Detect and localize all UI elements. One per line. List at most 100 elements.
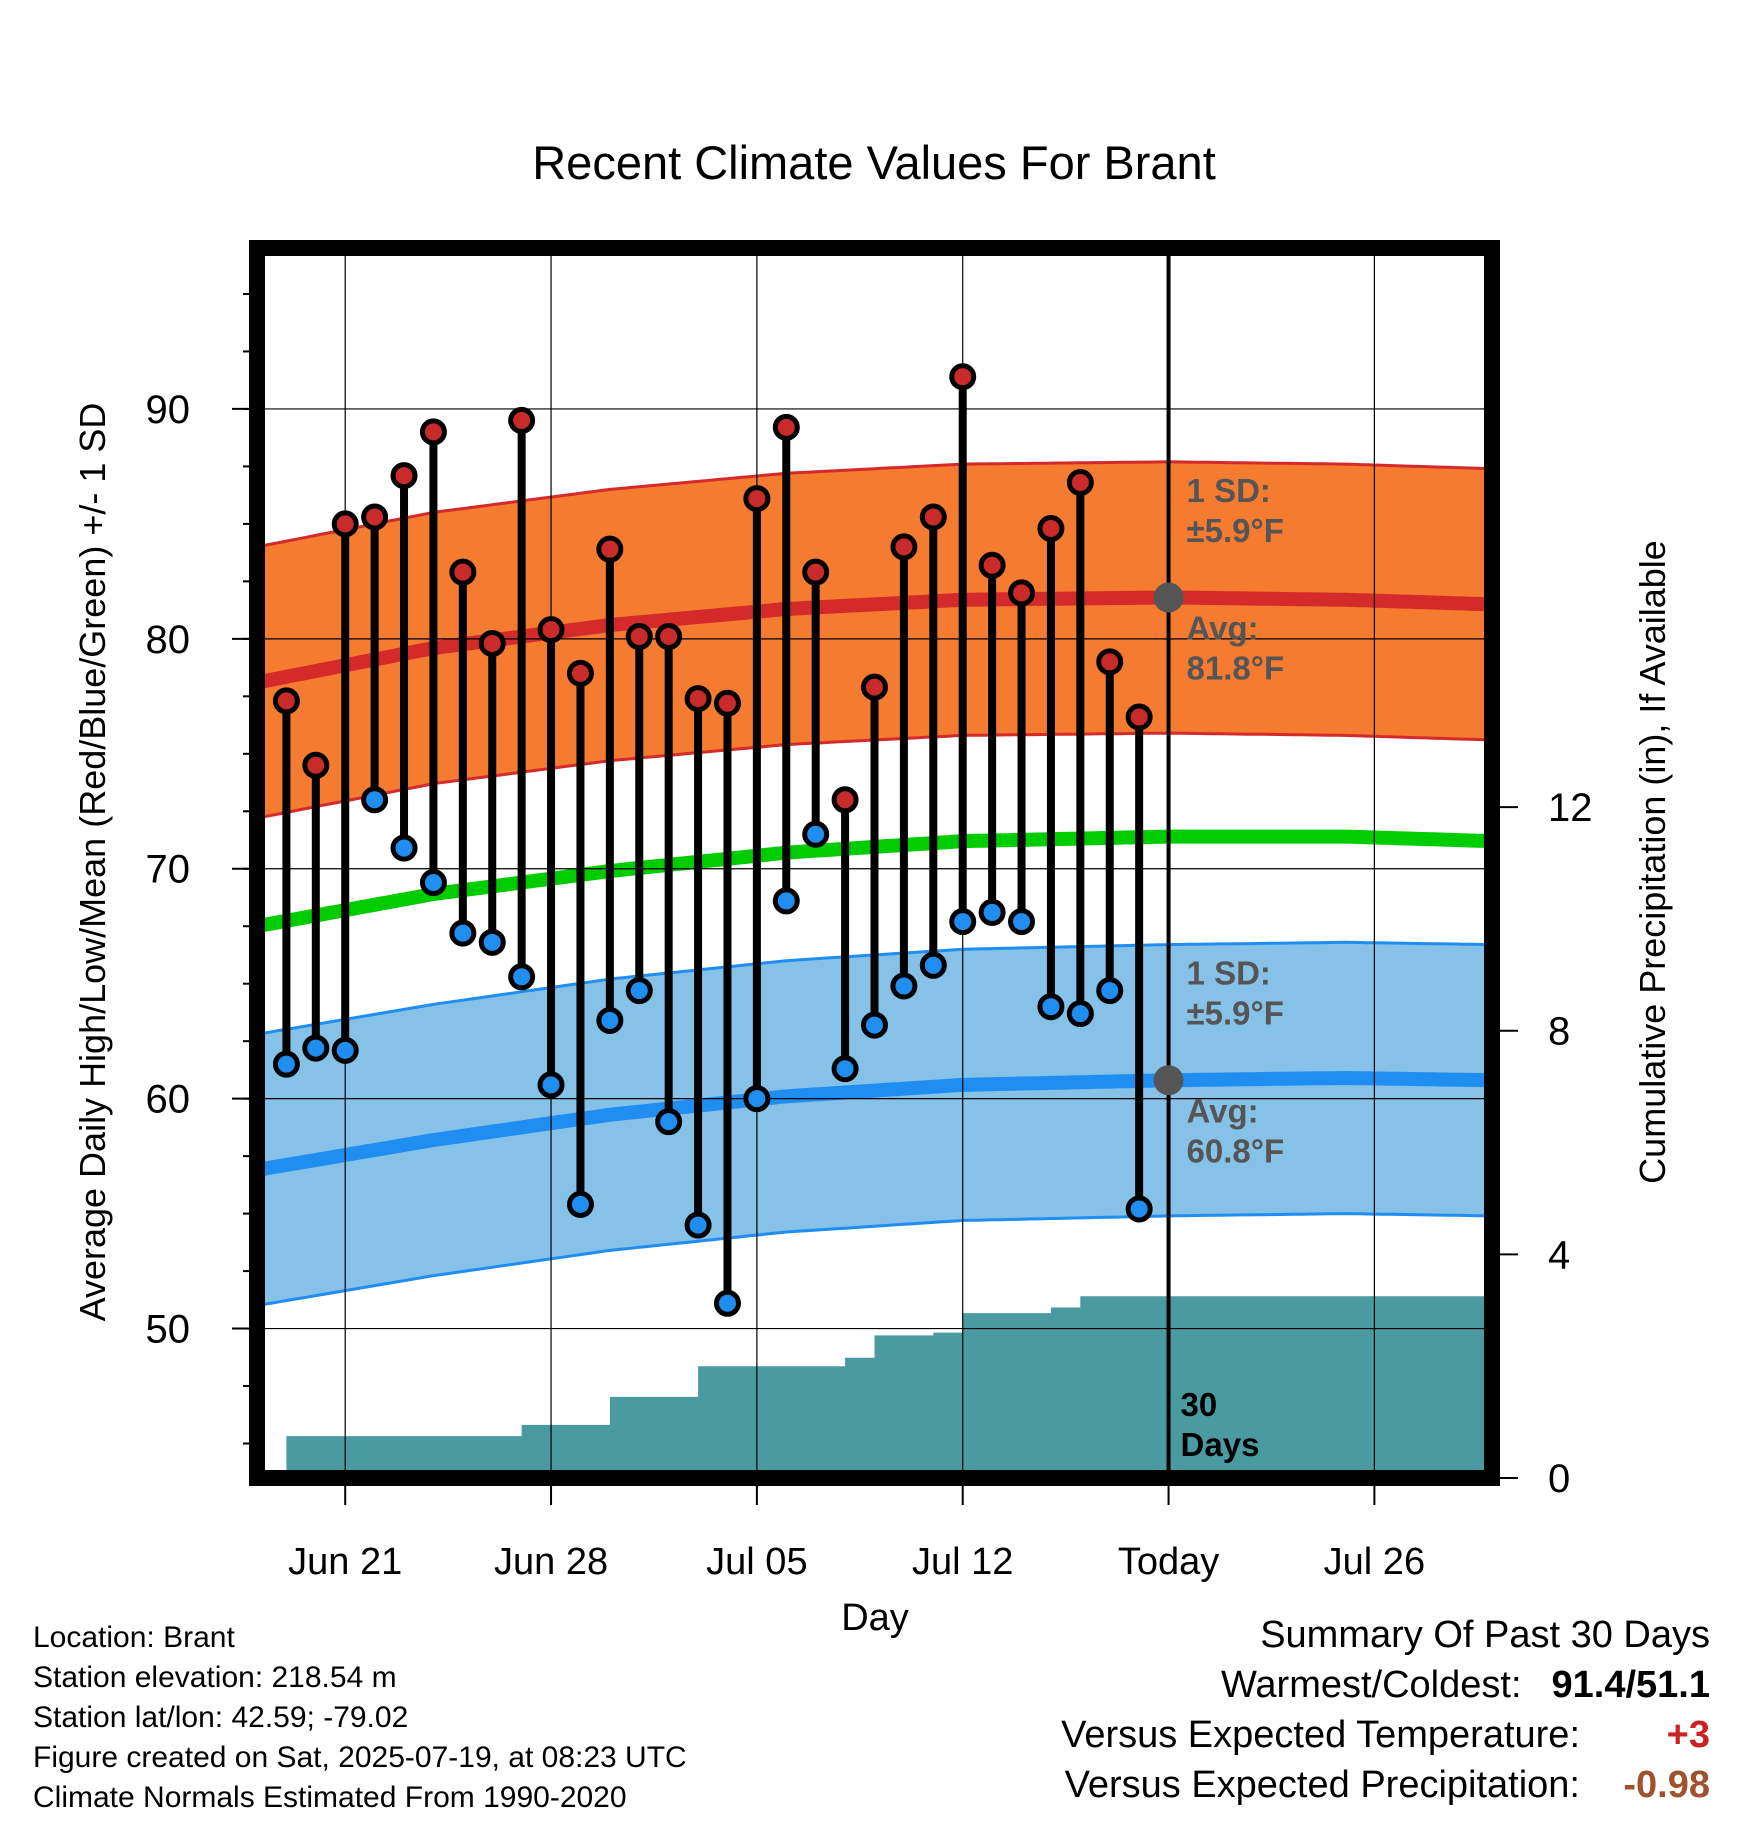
x-axis-title: Day <box>841 1597 909 1639</box>
y-tick-label: 60 <box>146 1078 191 1122</box>
daily-high-point <box>919 503 947 531</box>
summary-heading-text: Summary Of Past 30 Days <box>1260 1614 1710 1656</box>
daily-low-point <box>684 1211 712 1239</box>
daily-high-point <box>596 535 624 563</box>
low-sd-label: 1 SD: <box>1187 955 1271 992</box>
x-tick-label: Jul 12 <box>912 1541 1013 1583</box>
daily-high-point <box>449 558 477 586</box>
daily-high-point <box>831 786 859 814</box>
daily-low-point <box>831 1055 859 1083</box>
today-high-avg-marker <box>1153 582 1184 613</box>
daily-low-point <box>743 1085 771 1113</box>
daily-high-point <box>361 503 389 531</box>
daily-high-point <box>802 558 830 586</box>
y2-tick-label: 0 <box>1548 1457 1570 1501</box>
daily-low-point <box>949 908 977 936</box>
daily-low-point <box>361 786 389 814</box>
high-sd-band <box>257 461 1492 819</box>
warm-cold-label: Warmest/Coldest: <box>1220 1664 1522 1706</box>
days-label-number: 30 <box>1181 1386 1218 1423</box>
temp-value: +3 <box>1666 1714 1710 1756</box>
precip-value: -0.98 <box>1623 1764 1710 1806</box>
daily-high-point <box>566 659 594 687</box>
today-low-avg-marker <box>1153 1065 1184 1096</box>
low-avg-value: 60.8°F <box>1187 1132 1285 1169</box>
daily-low-point <box>890 972 918 1000</box>
precipitation-area <box>257 1293 1492 1478</box>
daily-low-point <box>655 1108 683 1136</box>
daily-low-point <box>272 1050 300 1078</box>
days-label-word: Days <box>1181 1426 1260 1463</box>
location-text: Location: Brant <box>33 1621 235 1654</box>
y2-tick-label: 12 <box>1548 786 1593 830</box>
x-tick-label: Today <box>1118 1541 1219 1583</box>
daily-low-point <box>478 928 506 956</box>
x-tick-label: Jun 28 <box>494 1541 608 1583</box>
plot-frame <box>249 240 1500 1486</box>
daily-high-point <box>390 462 418 490</box>
daily-high-point <box>684 685 712 713</box>
high-avg-value: 81.8°F <box>1187 649 1285 686</box>
daily-low-point <box>419 869 447 897</box>
daily-low-point <box>1125 1195 1153 1223</box>
y-tick-label: 50 <box>146 1308 191 1352</box>
daily-high-point <box>1096 648 1124 676</box>
y-tick-label: 70 <box>146 848 191 892</box>
daily-high-point <box>478 629 506 657</box>
y2-tick-label: 4 <box>1548 1233 1570 1277</box>
high-sd-label: 1 SD: <box>1187 472 1271 509</box>
elevation-text: Station elevation: 218.54 m <box>33 1661 397 1694</box>
y-tick-label: 90 <box>146 388 191 432</box>
high-avg-label: Avg: <box>1187 609 1259 646</box>
daily-low-point <box>919 951 947 979</box>
y-tick-label: 80 <box>146 618 191 662</box>
daily-high-point <box>655 623 683 651</box>
x-tick-label: Jul 26 <box>1324 1541 1425 1583</box>
summary-heading: Summary Of Past 30 Days <box>810 1610 1710 1660</box>
high-sd-value: ±5.9°F <box>1187 512 1284 549</box>
daily-high-point <box>537 616 565 644</box>
daily-high-point <box>861 673 888 701</box>
daily-low-point <box>1096 977 1124 1005</box>
daily-high-point <box>978 551 1006 579</box>
daily-high-point <box>713 689 741 717</box>
daily-low-point <box>1008 908 1036 936</box>
station-info: Location: Brant Station elevation: 218.5… <box>33 1618 687 1818</box>
daily-low-point <box>1037 993 1065 1021</box>
y2-tick-label: 8 <box>1548 1010 1570 1054</box>
summary-precip: Versus Expected Precipitation: -0.98 <box>810 1760 1710 1810</box>
daily-high-point <box>1066 469 1094 497</box>
daily-high-point <box>743 485 771 513</box>
daily-high-point <box>625 623 653 651</box>
daily-low-point <box>449 919 477 947</box>
y-axis-title: Average Daily High/Low/Mean (Red/Blue/Gr… <box>72 403 113 1322</box>
daily-low-point <box>978 898 1006 926</box>
normals-text: Climate Normals Estimated From 1990-2020 <box>33 1781 627 1814</box>
temp-label: Versus Expected Temperature: <box>1061 1714 1580 1756</box>
daily-low-point <box>508 963 536 991</box>
daily-low-point <box>625 977 653 1005</box>
daily-low-point <box>802 820 830 848</box>
daily-low-point <box>566 1190 594 1218</box>
daily-low-point <box>1066 1000 1094 1028</box>
daily-low-point <box>861 1011 888 1039</box>
low-sd-value: ±5.9°F <box>1187 995 1284 1032</box>
low-average-line <box>257 1070 1492 1177</box>
summary-warm-cold: Warmest/Coldest: 91.4/51.1 <box>810 1660 1710 1710</box>
created-text: Figure created on Sat, 2025-07-19, at 08… <box>33 1741 687 1774</box>
chart-title: Recent Climate Values For Brant <box>532 136 1216 189</box>
daily-high-point <box>772 413 800 441</box>
daily-high-point <box>1037 514 1065 542</box>
daily-low-point <box>772 887 800 915</box>
daily-high-point <box>1008 579 1036 607</box>
low-sd-band-lower-edge <box>257 1212 1492 1308</box>
daily-high-point <box>1125 703 1153 731</box>
daily-high-point <box>890 533 918 561</box>
daily-low-point <box>713 1289 741 1317</box>
low-avg-label: Avg: <box>1187 1092 1259 1129</box>
precip-label: Versus Expected Precipitation: <box>1064 1764 1580 1806</box>
daily-low-point <box>537 1071 565 1099</box>
daily-high-point <box>949 363 977 391</box>
summary-panel: Summary Of Past 30 Days Warmest/Coldest:… <box>810 1610 1710 1810</box>
x-tick-label: Jul 05 <box>706 1541 807 1583</box>
